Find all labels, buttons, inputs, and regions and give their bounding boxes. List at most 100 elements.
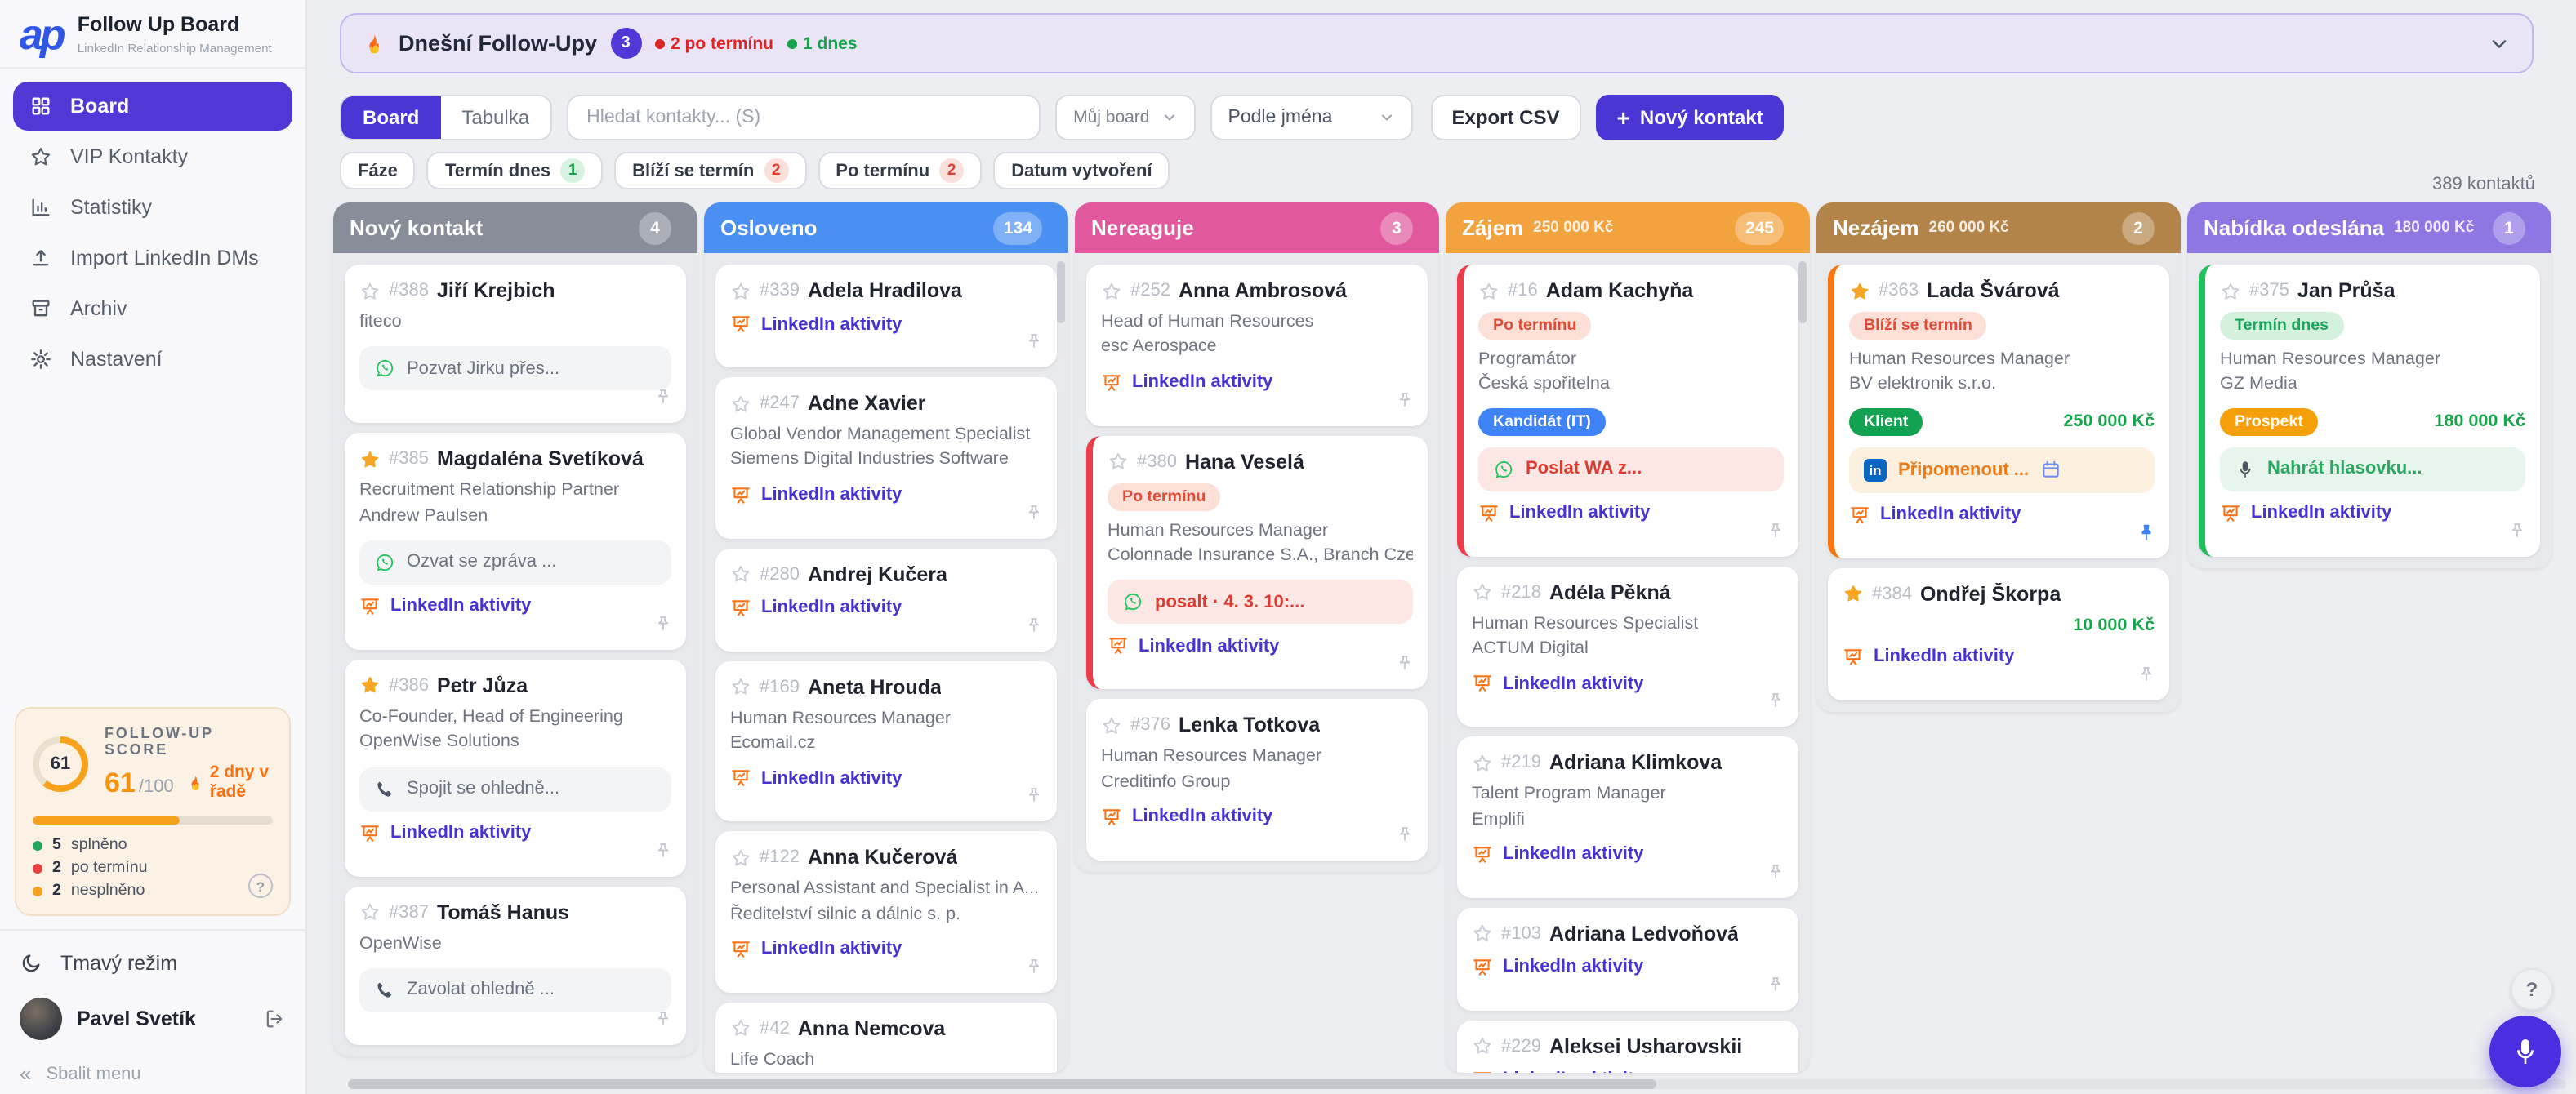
contact-card[interactable]: #363 Lada Švárová Blíží se termín Human Res… [1828, 265, 2169, 558]
linkedin-activity-link[interactable]: LinkedIn aktivity [359, 596, 671, 617]
sidebar-item-vip-kontakty[interactable]: VIP Kontakty [13, 132, 292, 181]
linkedin-activity-link[interactable]: LinkedIn aktivity [1472, 674, 1784, 695]
contact-card[interactable]: #229 Aleksei Usharovskii LinkedIn aktivity [1457, 1020, 1798, 1073]
help-icon[interactable]: ? [248, 874, 273, 898]
contact-card[interactable]: #388 Jiří Krejbich fiteco Pozvat Jirku přes… [345, 265, 686, 424]
collapse-menu-button[interactable]: « Sbalit menu [20, 1052, 286, 1084]
pin-icon[interactable] [1024, 613, 1044, 643]
star-outline-icon[interactable] [359, 901, 381, 923]
user-row[interactable]: Pavel Svetík [20, 985, 286, 1052]
contact-card[interactable]: #219 Adriana Klimkova Talent Program Manag… [1457, 736, 1798, 898]
filter-blíží-se-termín[interactable]: Blíží se termín 2 [614, 152, 807, 189]
filter-fáze[interactable]: Fáze [340, 152, 416, 189]
contact-card[interactable]: #339 Adela Hradilova LinkedIn aktivity [715, 265, 1057, 367]
star-outline-icon[interactable] [1472, 581, 1493, 603]
pin-filled-icon[interactable] [2137, 520, 2156, 549]
linkedin-activity-link[interactable]: LinkedIn aktivity [730, 484, 1042, 505]
contact-card[interactable]: #376 Lenka Totkova Human Resources Manager… [1086, 699, 1428, 861]
linkedin-activity-link[interactable]: LinkedIn aktivity [1472, 1070, 1784, 1073]
column-header[interactable]: Nový kontakt 4 [333, 202, 697, 253]
star-outline-icon[interactable] [1472, 753, 1493, 774]
column-header[interactable]: Nezájem 260 000 Kč 2 [1816, 202, 2181, 253]
star-outline-icon[interactable] [359, 280, 381, 301]
linkedin-activity-link[interactable]: LinkedIn aktivity [730, 314, 1042, 335]
next-step-note[interactable]: Ozvat se zpráva ... [359, 540, 671, 585]
star-outline-icon[interactable] [1108, 451, 1129, 472]
pin-icon[interactable] [1395, 823, 1415, 852]
star-filled-icon[interactable] [1843, 583, 1864, 604]
pin-icon[interactable] [1395, 652, 1415, 682]
star-filled-icon[interactable] [359, 675, 381, 696]
contact-card[interactable]: #122 Anna Kučerová Personal Assistant and … [715, 831, 1057, 993]
linkedin-activity-link[interactable]: LinkedIn aktivity [1472, 957, 1784, 978]
tab-board[interactable]: Board [341, 96, 441, 139]
contact-card[interactable]: #385 Magdaléna Svetíková Recruitment Relat… [345, 433, 686, 650]
contact-card[interactable]: #384 Ondřej Škorpa 10 000 Kč LinkedIn aktiv… [1828, 567, 2169, 700]
sidebar-item-nastaven-[interactable]: Nastavení [13, 335, 292, 384]
linkedin-activity-link[interactable]: LinkedIn aktivity [730, 768, 1042, 789]
next-step-note[interactable]: Poslat WA z... [1478, 447, 1784, 491]
column-header[interactable]: Nabídka odeslána 180 000 Kč 1 [2187, 202, 2551, 253]
contact-card[interactable]: #16 Adam Kachyňa Po termínu Programátor Česk… [1457, 265, 1798, 557]
board-select[interactable]: Můj board [1055, 95, 1196, 140]
pin-icon[interactable] [653, 386, 673, 416]
star-outline-icon[interactable] [730, 563, 751, 585]
pin-icon[interactable] [1766, 973, 1785, 1003]
star-filled-icon[interactable] [1849, 280, 1870, 301]
linkedin-activity-link[interactable]: LinkedIn aktivity [730, 597, 1042, 618]
linkedin-activity-link[interactable]: LinkedIn aktivity [1101, 371, 1413, 393]
contact-card[interactable]: #280 Andrej Kučera LinkedIn aktivity [715, 548, 1057, 652]
star-outline-icon[interactable] [1478, 280, 1500, 301]
contact-card[interactable]: #380 Hana Veselá Po termínu Human Resources… [1086, 435, 1428, 690]
vertical-scrollbar-thumb[interactable] [1057, 261, 1065, 323]
star-outline-icon[interactable] [1472, 1036, 1493, 1057]
star-filled-icon[interactable] [359, 449, 381, 470]
contact-card[interactable]: #386 Petr Jůza Co-Founder, Head of Enginee… [345, 659, 686, 877]
contact-card[interactable]: #375 Jan Průša Termín dnes Human Resources … [2199, 265, 2540, 557]
star-outline-icon[interactable] [730, 847, 751, 869]
filter-po-termínu[interactable]: Po termínu 2 [818, 152, 983, 189]
pin-icon[interactable] [653, 612, 673, 642]
chevron-down-icon[interactable] [2488, 32, 2511, 55]
linkedin-activity-link[interactable]: LinkedIn aktivity [730, 939, 1042, 960]
pin-icon[interactable] [2507, 518, 2527, 548]
export-csv-button[interactable]: Export CSV [1430, 95, 1581, 140]
star-outline-icon[interactable] [730, 280, 751, 301]
pin-icon[interactable] [1395, 388, 1415, 417]
pin-icon[interactable] [2137, 662, 2156, 692]
next-step-note[interactable]: Nahrát hlasovku... [2220, 447, 2525, 491]
star-outline-icon[interactable] [730, 676, 751, 697]
pin-icon[interactable] [1766, 690, 1785, 719]
sidebar-item-statistiky[interactable]: Statistiky [13, 183, 292, 232]
next-step-note[interactable]: in Připomenout ... [1849, 447, 2155, 493]
help-button[interactable]: ? [2511, 968, 2553, 1011]
voice-record-button[interactable] [2489, 1016, 2561, 1087]
pin-icon[interactable] [653, 838, 673, 868]
dark-mode-toggle[interactable]: Tmavý režim [20, 942, 286, 985]
star-outline-icon[interactable] [1101, 280, 1122, 301]
pin-icon[interactable] [1024, 330, 1044, 359]
next-step-note[interactable]: Zavolat ohledně ... [359, 967, 671, 1012]
star-outline-icon[interactable] [2220, 280, 2241, 301]
contact-card[interactable]: #387 Tomáš Hanus OpenWise Zavolat ohledně .… [345, 886, 686, 1045]
column-header[interactable]: Nereaguje 3 [1075, 202, 1439, 253]
star-outline-icon[interactable] [1472, 923, 1493, 945]
search-input[interactable] [567, 95, 1041, 140]
new-contact-button[interactable]: + Nový kontakt [1595, 95, 1785, 140]
star-outline-icon[interactable] [1101, 715, 1122, 736]
pin-icon[interactable] [1024, 785, 1044, 814]
contact-card[interactable]: #247 Adne Xavier Global Vendor Management … [715, 377, 1057, 539]
column-header[interactable]: Osloveno 134 [704, 202, 1068, 253]
sidebar-item-archiv[interactable]: Archiv [13, 284, 292, 333]
next-step-note[interactable]: posalt · 4. 3. 10:... [1108, 580, 1413, 625]
linkedin-activity-link[interactable]: LinkedIn aktivity [1472, 844, 1784, 865]
contact-card[interactable]: #169 Aneta Hrouda Human Resources Manager E… [715, 660, 1057, 822]
star-outline-icon[interactable] [730, 1018, 751, 1039]
sidebar-item-import-linkedin-dms[interactable]: Import LinkedIn DMs [13, 233, 292, 282]
contact-card[interactable]: #218 Adéla Pěkná Human Resources Specialis… [1457, 566, 1798, 727]
pin-icon[interactable] [1024, 955, 1044, 985]
pin-icon[interactable] [1766, 861, 1785, 890]
pin-icon[interactable] [653, 1007, 673, 1037]
linkedin-activity-link[interactable]: LinkedIn aktivity [1108, 636, 1413, 657]
filter-datum-vytvoření[interactable]: Datum vytvoření [993, 152, 1170, 189]
